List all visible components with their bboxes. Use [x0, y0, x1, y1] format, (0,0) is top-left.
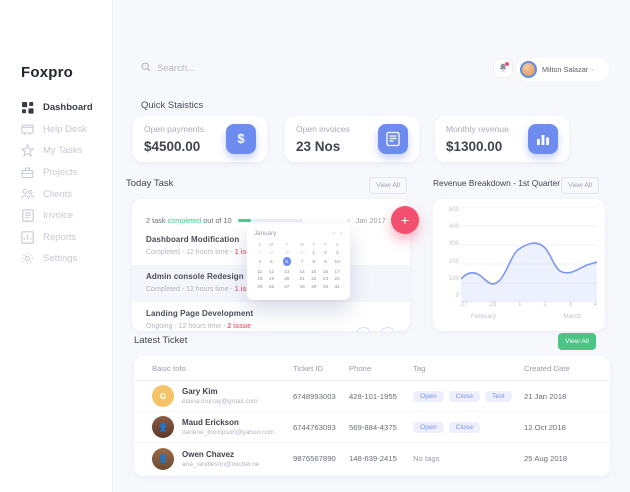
svg-text:$: $	[237, 131, 245, 146]
